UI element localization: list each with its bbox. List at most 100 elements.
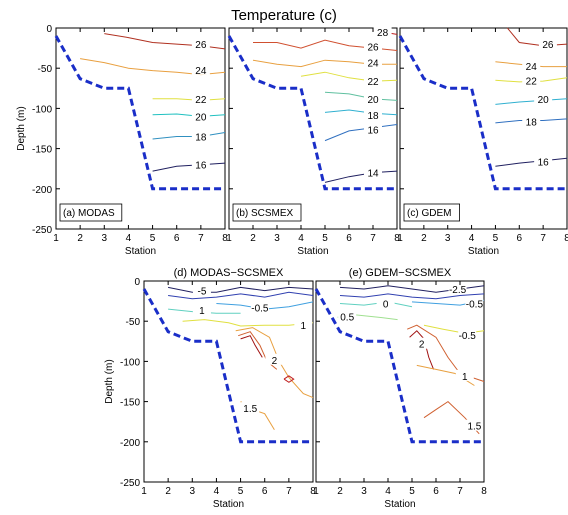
x-tick-label: 3 (190, 486, 196, 497)
contour-label: 2 (272, 356, 278, 367)
contour-label: 18 (526, 117, 538, 128)
contour-label-bg (364, 123, 382, 135)
contour-label-bg (465, 297, 484, 309)
y-tick-label: -250 (32, 225, 52, 236)
x-tick-label: 5 (409, 486, 415, 497)
x-tick-label: 1 (141, 486, 147, 497)
contour-label-bg (538, 38, 557, 50)
contour-line (152, 98, 226, 101)
y-tick-label: -50 (38, 64, 53, 75)
contour-label-bg (192, 303, 211, 315)
contour-label: 16 (538, 157, 550, 168)
contour-label: -0.5 (459, 331, 477, 342)
contour-label: 1 (301, 321, 307, 332)
panel-tag-box (59, 203, 123, 222)
x-tick-label: 2 (250, 233, 256, 244)
contour-label: 1 (462, 372, 468, 383)
x-tick-label: 2 (77, 233, 83, 244)
contour-line (495, 157, 568, 167)
contour-line (152, 162, 226, 172)
x-tick-label: 5 (238, 486, 244, 497)
plot-frame (399, 27, 568, 230)
contour-line (339, 301, 413, 308)
contour-label: -0.5 (466, 300, 484, 311)
contour-label: 18 (195, 133, 207, 144)
contour-line (168, 291, 314, 300)
y-tick-label: -50 (126, 317, 141, 328)
x-axis-label: Station (468, 246, 499, 257)
x-axis-label: Station (297, 246, 328, 257)
contour-line (324, 91, 398, 101)
x-tick-label: 8 (564, 233, 568, 244)
contour-label-bg (373, 26, 392, 38)
x-tick-label: 4 (214, 486, 220, 497)
x-tick-label: 5 (322, 233, 328, 244)
y-tick-label: -200 (120, 438, 140, 449)
contour-label-bg (458, 328, 477, 340)
contour-label: 1.5 (243, 404, 257, 415)
contour-label: 0 (383, 300, 389, 311)
contour-label-bg (191, 63, 210, 75)
panel-title: (e) GDEM−SCSMEX (349, 267, 452, 279)
contour-label: 0.5 (340, 312, 354, 323)
x-tick-label: 4 (385, 486, 391, 497)
x-axis-label: Station (213, 499, 244, 510)
panel-5: -2.5 -0.5 0 0.5 -0.5 2 1 1.5 1 2 3 4 5 6 7 8 Station (e) … (313, 267, 487, 510)
contour-label: 2 (419, 340, 425, 351)
contour-label: -5 (197, 287, 206, 298)
y-tick-label: -250 (120, 478, 140, 489)
contour-label-bg (522, 115, 541, 127)
panel-tag: (c) GDEM (407, 208, 451, 219)
contour-label: 22 (526, 76, 538, 87)
y-tick-label: 0 (46, 24, 52, 35)
contour-label: 1.5 (467, 422, 481, 433)
bathymetry-line (398, 35, 567, 191)
x-tick-label: 5 (493, 233, 499, 244)
contour-line (182, 319, 314, 327)
panel-title: (d) MODAS−SCSMEX (174, 267, 284, 279)
x-tick-label: 3 (274, 233, 280, 244)
x-tick-label: 5 (150, 233, 156, 244)
bathymetry-line (314, 288, 484, 444)
plot-frame (143, 280, 314, 483)
x-tick-label: 7 (457, 486, 463, 497)
y-tick-label: -100 (120, 357, 140, 368)
contour-label-bg (191, 158, 210, 170)
contour-label-bg (265, 353, 284, 365)
contour-label-bg (364, 40, 382, 52)
contour-label: 26 (195, 40, 207, 51)
contour-label: 16 (195, 161, 207, 172)
contour-label-bg (250, 301, 269, 313)
x-tick-label: 7 (370, 233, 376, 244)
contour-label-bg (412, 337, 431, 349)
contour-label: -0.5 (251, 304, 269, 315)
contour-label: 20 (195, 112, 207, 123)
contour-label-bg (376, 297, 395, 309)
contour-label: -2.5 (449, 285, 467, 296)
panel-4: -5 -0.5 1 1 2 1.5 1 2 3 4 5 6 7 8 0 -50 -100 -150 -200 -250… (104, 267, 316, 510)
contour-label: 24 (526, 62, 538, 73)
x-tick-label: 4 (126, 233, 132, 244)
y-tick-label: -150 (120, 398, 140, 409)
contour-label-bg (364, 75, 382, 87)
bathymetry-line (54, 35, 225, 191)
y-axis-label: Depth (m) (104, 359, 115, 403)
contour-line (152, 113, 226, 117)
x-tick-label: 8 (394, 233, 400, 244)
panel-tag-box (403, 203, 460, 222)
contour-label-bg (522, 74, 541, 86)
contour-line (495, 98, 568, 105)
contour-label-bg (338, 310, 357, 322)
x-tick-label: 4 (469, 233, 475, 244)
contour-label-bg (191, 110, 210, 122)
x-tick-label: 8 (481, 486, 487, 497)
plot-frame (55, 27, 226, 230)
panel-tag-box (232, 203, 302, 222)
contour-label: 16 (367, 125, 379, 136)
contour-line (324, 109, 398, 116)
contour-line (152, 132, 226, 140)
bathymetry-line (142, 288, 313, 444)
contour-label-bg (522, 59, 541, 71)
